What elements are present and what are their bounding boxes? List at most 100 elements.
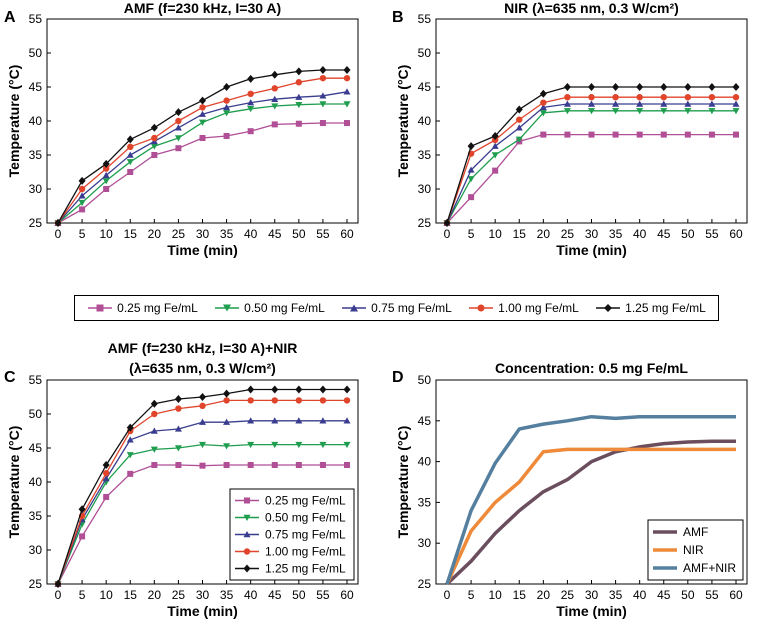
panel-a-series-0-75-mg-fe-ml-point-10	[295, 93, 303, 100]
shared-legend-label-075: 0.75 mg Fe/mL	[371, 301, 452, 315]
panel-c-series-1-00-mg-fe-ml-point-12	[343, 397, 351, 404]
panel-a-series-0-25-mg-fe-ml-point-4	[151, 152, 158, 158]
shared-legend-item-125: 1.25 mg Fe/mL	[595, 301, 706, 315]
panel-c-ytick-label-0: 25	[29, 577, 43, 591]
panel-a-series-1-25-mg-fe-ml-point-11	[319, 66, 327, 74]
panel-b-series-1-25-mg-fe-ml-point-3	[515, 105, 523, 114]
panel-c-series-1-00-mg-fe-ml-point-10	[295, 397, 303, 404]
panel-b-xtick-label-5: 25	[561, 227, 575, 241]
panel-a-series-1-00-mg-fe-ml-point-8	[247, 90, 254, 98]
panel-c-legend: 0.25 mg Fe/mL 0.50 mg Fe/mL 0.75 mg Fe/mL 1…	[229, 488, 355, 581]
panel-c-xtick-label-0: 0	[55, 588, 62, 602]
panel-c-xtick-label-5: 25	[172, 588, 186, 602]
panel-b-series-0-75-mg-fe-ml-point-7	[612, 100, 620, 107]
panel-d-xtick-label-0: 0	[444, 588, 451, 602]
panel-c-series-0-25-mg-fe-ml-point-9	[271, 462, 278, 468]
panel-c-series-0-50-mg-fe-ml-point-9	[271, 441, 279, 449]
panel-b-series-1-25-mg-fe-ml-point-2	[491, 131, 499, 140]
panel-a-series-1-00-mg-fe-ml-point-2	[102, 165, 110, 172]
panel-c-xtick-label-10: 50	[292, 588, 306, 602]
panel-a-series-0-50-mg-fe-ml-point-8	[247, 106, 255, 113]
panel-b-series-1-00-mg-fe-ml-point-5	[564, 94, 571, 101]
panel-a-series-0-25-mg-fe-ml-point-10	[295, 120, 302, 127]
panel-b-ytick-label-2: 35	[418, 148, 432, 162]
panel-b-xtick-label-8: 40	[633, 227, 647, 241]
panel-c-series-0-25-mg-fe-ml-point-8	[247, 462, 254, 468]
panel-c-series-1-25-mg-fe-ml-point-8	[247, 385, 255, 394]
panel-a-series-1-00-mg-fe-ml-point-12	[343, 74, 351, 82]
panel-c-series-0-25-mg-fe-ml-point-2	[103, 493, 110, 500]
panel-b-series-1-00-mg-fe-ml-point-10	[684, 94, 692, 101]
panel-c-series-1-25-mg-fe-ml-point-7	[223, 389, 231, 398]
panel-d-legend: AMF NIR AMF+NIR	[647, 519, 744, 581]
panel-d-ytick-label-4: 45	[418, 414, 432, 428]
panel-a-series-1-00-mg-fe-ml-point-7	[223, 97, 230, 104]
shared-legend-item-100: 1.00 mg Fe/mL	[468, 301, 579, 315]
panel-c-series-0-25-mg-fe-ml-point-1	[79, 533, 86, 540]
panel-c-series-0-25-mg-fe-ml-point-4	[151, 462, 158, 468]
panel-b-letter: B	[392, 9, 404, 26]
panel-a-xtick-label-10: 50	[292, 227, 306, 241]
panel-a-series-1-25-mg-fe-ml-point-9	[271, 70, 279, 79]
panel-a-series-0-25-mg-fe-ml-point-11	[319, 120, 326, 127]
panel-b-series-1-00-mg-fe-ml-point-6	[588, 94, 595, 101]
shared-legend-label-125: 1.25 mg Fe/mL	[625, 301, 706, 315]
panel-b-series-0-50-mg-fe-ml-point-10	[684, 108, 692, 115]
panel-a-series-1-25-mg-fe-ml-point-4	[150, 123, 158, 132]
panel-b-series-0-50-mg-fe-ml-point-3	[515, 136, 523, 143]
panel-c-series-1-25-mg-fe-ml-point-4	[150, 399, 158, 408]
panel-d-xtick-label-3: 15	[513, 588, 527, 602]
panel-c-series-1-00-mg-fe-ml-point-8	[247, 397, 254, 404]
panel-b-ytick-label-6: 55	[418, 12, 432, 26]
panel-b-xtick-label-6: 30	[585, 227, 599, 241]
panel-c-xtick-label-7: 35	[220, 588, 234, 602]
panel-a-series-0-75-mg-fe-ml-point-3	[126, 151, 134, 158]
panel-b-series-0-25-mg-fe-ml-point-11	[708, 131, 715, 138]
shared-legend-marker-025	[88, 304, 113, 312]
panel-b-series-1-00-mg-fe-ml-point-7	[612, 94, 619, 101]
panel-b-series-0-50-mg-fe-ml-point-5	[563, 108, 571, 115]
panel-b-series-1-00-mg-fe-ml-point-2	[491, 136, 499, 144]
shared-legend: 0.25 mg Fe/mL 0.50 mg Fe/mL 0.75 mg Fe/m…	[74, 295, 719, 321]
panel-a-series-0-25-mg-fe-ml-point-6	[199, 135, 206, 141]
panel-a-xtick-label-4: 20	[148, 227, 162, 241]
panel-c-series-0-25-mg-fe-ml-point-12	[344, 462, 350, 468]
panel-b-series-0-25-mg-fe-ml-point-9	[660, 131, 667, 138]
panel-d-ytick-label-3: 40	[418, 455, 432, 469]
panel-d-legend-item-amf-nir-label: AMF+NIR	[683, 561, 736, 575]
panel-b-series-0-75-mg-fe-ml-point-5	[563, 100, 571, 107]
panel-a-ytick-label-6: 55	[29, 12, 43, 26]
panel-a-series-1-00-mg-fe-ml-point-9	[271, 85, 278, 92]
panel-a-series-1-25-mg-fe-ml-point-5	[174, 108, 182, 117]
panel-b-xtick-label-10: 50	[681, 227, 695, 241]
panel-b-series-0-25-mg-fe-ml-line	[446, 133, 736, 224]
panel-b-series-0-25-mg-fe-ml-point-5	[564, 131, 571, 138]
panel-a-xtick-label-6: 30	[196, 227, 210, 241]
panel-b-xtick-label-11: 55	[705, 227, 719, 241]
panel-b-series-1-00-mg-fe-ml-point-11	[708, 94, 716, 101]
panel-d-series-group	[445, 414, 736, 586]
panel-a-series-1-25-mg-fe-ml-point-6	[199, 96, 206, 105]
panel-b-series-0-25-mg-fe-ml-point-12	[733, 131, 739, 138]
panel-a-series-0-25-mg-fe-ml-point-5	[175, 145, 182, 152]
shared-legend-marker-075	[342, 304, 367, 312]
panel-a-xtick-label-0: 0	[55, 227, 62, 241]
panel-d-letter: D	[392, 369, 404, 386]
panel-a-xtick-label-3: 15	[124, 227, 138, 241]
panel-c-series-0-50-mg-fe-ml-point-3	[126, 452, 134, 459]
panel-d-xtick-label-12: 60	[729, 588, 743, 602]
panel-a-series-group	[54, 66, 351, 227]
panel-a-xtick-label-5: 25	[172, 227, 186, 241]
panel-c-series-0-75-mg-fe-ml-point-9	[271, 417, 279, 424]
panel-a-series-0-75-mg-fe-ml-point-2	[102, 171, 110, 179]
panel-c-series-0-25-mg-fe-ml-point-3	[127, 470, 134, 477]
panel-c-series-1-25-mg-fe-ml-point-12	[343, 385, 351, 394]
panel-d-legend-item-amf-label: AMF	[683, 525, 708, 539]
panel-a-ytick-label-3: 40	[29, 114, 43, 128]
shared-legend-marker-050	[215, 304, 240, 312]
panel-c-xtick-label-11: 55	[316, 588, 330, 602]
panel-d-series-nir-line	[445, 447, 736, 585]
